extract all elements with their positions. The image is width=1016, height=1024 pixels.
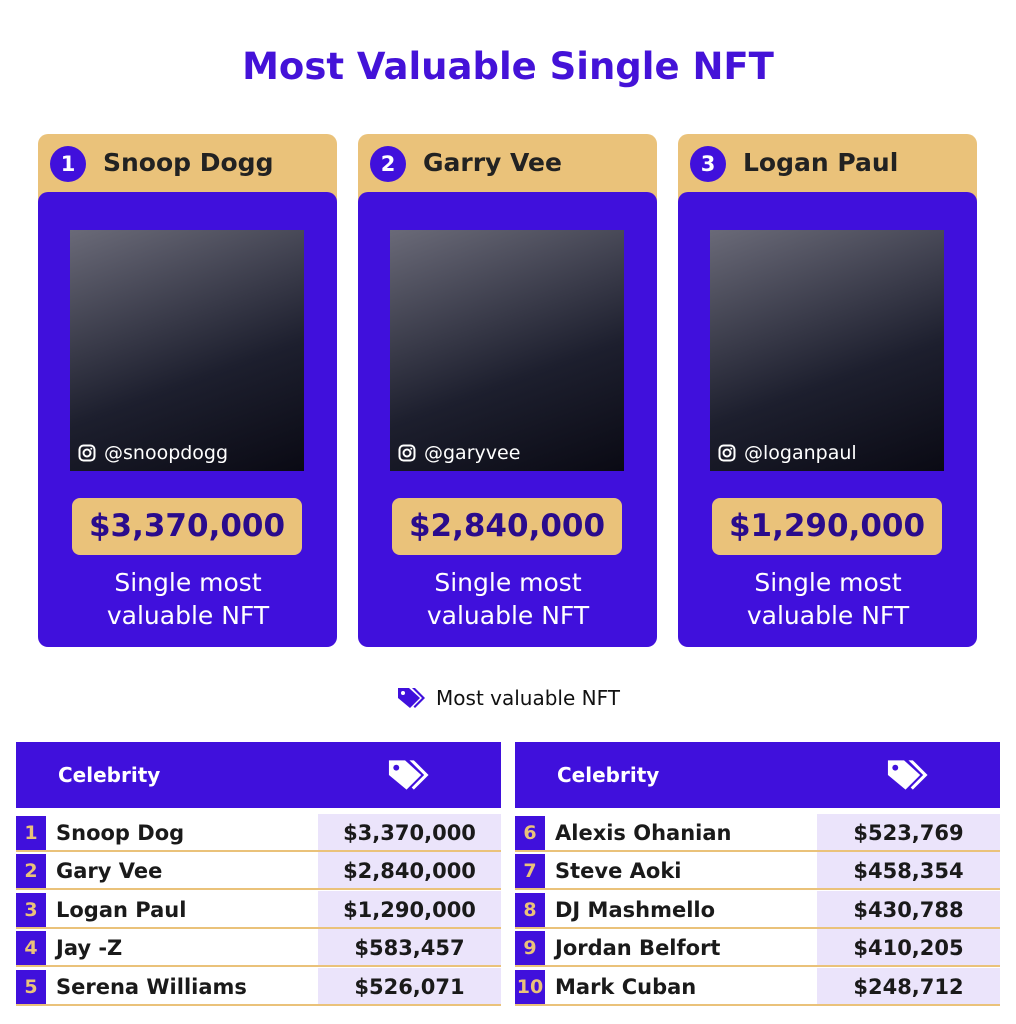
header-label: Celebrity (557, 763, 660, 787)
photo (710, 230, 944, 471)
value: $430,788 (817, 890, 1000, 927)
table-row: 6 Alexis Ohanian $523,769 (515, 814, 1000, 852)
photo (390, 230, 624, 471)
value: $1,290,000 (318, 890, 501, 927)
value: $458,354 (817, 852, 1000, 889)
table-header: Celebrity (16, 742, 501, 808)
value: $523,769 (817, 814, 1000, 850)
table-row: 3 Logan Paul $1,290,000 (16, 890, 501, 929)
rank: 6 (515, 816, 545, 850)
handle: @garyvee (398, 442, 520, 464)
rank: 8 (515, 892, 545, 927)
rank-badge: 3 (690, 146, 726, 182)
table-row: 9 Jordan Belfort $410,205 (515, 929, 1000, 968)
legend: Most valuable NFT (0, 686, 1016, 710)
rank-badge: 1 (50, 146, 86, 182)
legend-text: Most valuable NFT (436, 686, 620, 710)
table-row: 1 Snoop Dog $3,370,000 (16, 814, 501, 852)
header-icon (386, 757, 430, 798)
rank: 7 (515, 854, 545, 889)
photo (70, 230, 304, 471)
handle: @loganpaul (718, 442, 857, 464)
rank: 4 (16, 931, 46, 966)
value: $2,840,000 (318, 852, 501, 889)
caption: Single most valuable NFT (426, 568, 590, 630)
handle: @snoopdogg (78, 442, 228, 464)
value: $1,290,000 (712, 498, 942, 555)
value: $2,840,000 (392, 498, 622, 555)
tag-icon (398, 688, 426, 708)
rank: 10 (515, 969, 545, 1004)
value: $526,071 (318, 967, 501, 1004)
celebrity: Steve Aoki (555, 859, 682, 884)
table-row: 8 DJ Mashmello $430,788 (515, 890, 1000, 929)
card: @snoopdogg $3,370,000 Single most valuable… (38, 192, 337, 647)
celebrity: Jay -Z (56, 936, 123, 961)
tag-icon (887, 760, 928, 790)
instagram-icon (398, 444, 416, 462)
celebrity: Jordan Belfort (555, 936, 721, 961)
header-icon (885, 757, 929, 798)
card: @garyvee $2,840,000 Single most valuable N… (358, 192, 657, 647)
rank: 9 (515, 931, 545, 966)
instagram-icon (78, 444, 96, 462)
instagram-icon (718, 444, 736, 462)
celebrity: Serena Williams (56, 974, 247, 999)
celebrity: Gary Vee (56, 859, 163, 884)
handle-text: @garyvee (424, 442, 521, 464)
header-label: Celebrity (58, 763, 161, 787)
table-row: 7 Steve Aoki $458,354 (515, 852, 1000, 891)
handle-text: @loganpaul (744, 442, 857, 464)
table-row: 2 Gary Vee $2,840,000 (16, 852, 501, 891)
table-header: Celebrity (515, 742, 1000, 808)
card-name: Snoop Dogg (103, 148, 274, 177)
rank: 2 (16, 854, 46, 889)
table-row: 10 Mark Cuban $248,712 (515, 967, 1000, 1006)
rank: 3 (16, 892, 46, 927)
table-row: 4 Jay -Z $583,457 (16, 929, 501, 968)
card-name: Garry Vee (423, 148, 562, 177)
card: @loganpaul $1,290,000 Single most valuable… (678, 192, 977, 647)
caption: Single most valuable NFT (106, 568, 270, 630)
celebrity: Alexis Ohanian (555, 821, 732, 845)
title: Most Valuable Single NFT (242, 45, 774, 88)
rank: 1 (16, 816, 46, 850)
celebrity: DJ Mashmello (555, 897, 716, 922)
value: $583,457 (318, 929, 501, 966)
card-name: Logan Paul (743, 148, 899, 177)
value: $410,205 (817, 929, 1000, 966)
rank-badge: 2 (370, 146, 406, 182)
value: $3,370,000 (318, 814, 501, 850)
celebrity: Logan Paul (56, 897, 187, 922)
value: $3,370,000 (72, 498, 302, 555)
value: $248,712 (817, 967, 1000, 1004)
caption: Single most valuable NFT (746, 568, 910, 630)
rank: 5 (16, 969, 46, 1004)
handle-text: @snoopdogg (104, 442, 229, 464)
celebrity: Mark Cuban (555, 974, 697, 999)
celebrity: Snoop Dog (56, 821, 185, 845)
tag-icon (388, 760, 429, 790)
table-row: 5 Serena Williams $526,071 (16, 967, 501, 1006)
